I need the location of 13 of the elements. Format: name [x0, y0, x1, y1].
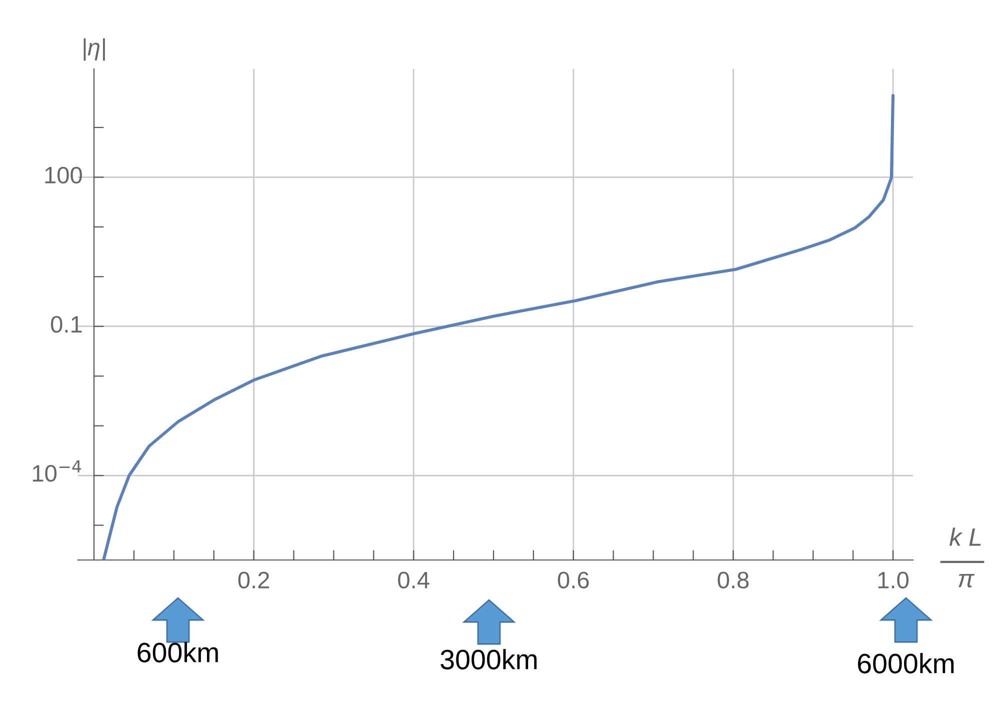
text: 600km	[138, 642, 218, 662]
x-axis-title: k L π	[950, 528, 981, 588]
text: 3000km	[440, 649, 537, 670]
y-tick-label: 10$^{−4}$	[32, 460, 82, 482]
y-tick-label: 0.1	[50, 316, 82, 333]
x-tick-label: 0.8	[718, 572, 749, 588]
x-tick-label: 1.0	[878, 572, 909, 588]
x-tick-label: 0.4	[398, 572, 430, 588]
x-tick-label: 0.2	[238, 572, 270, 588]
text: 6000km	[858, 653, 954, 674]
x-tick-label: 0.6	[558, 572, 589, 588]
y-axis-title: |η|	[84, 38, 105, 61]
y-tick-label: 100	[45, 166, 82, 184]
